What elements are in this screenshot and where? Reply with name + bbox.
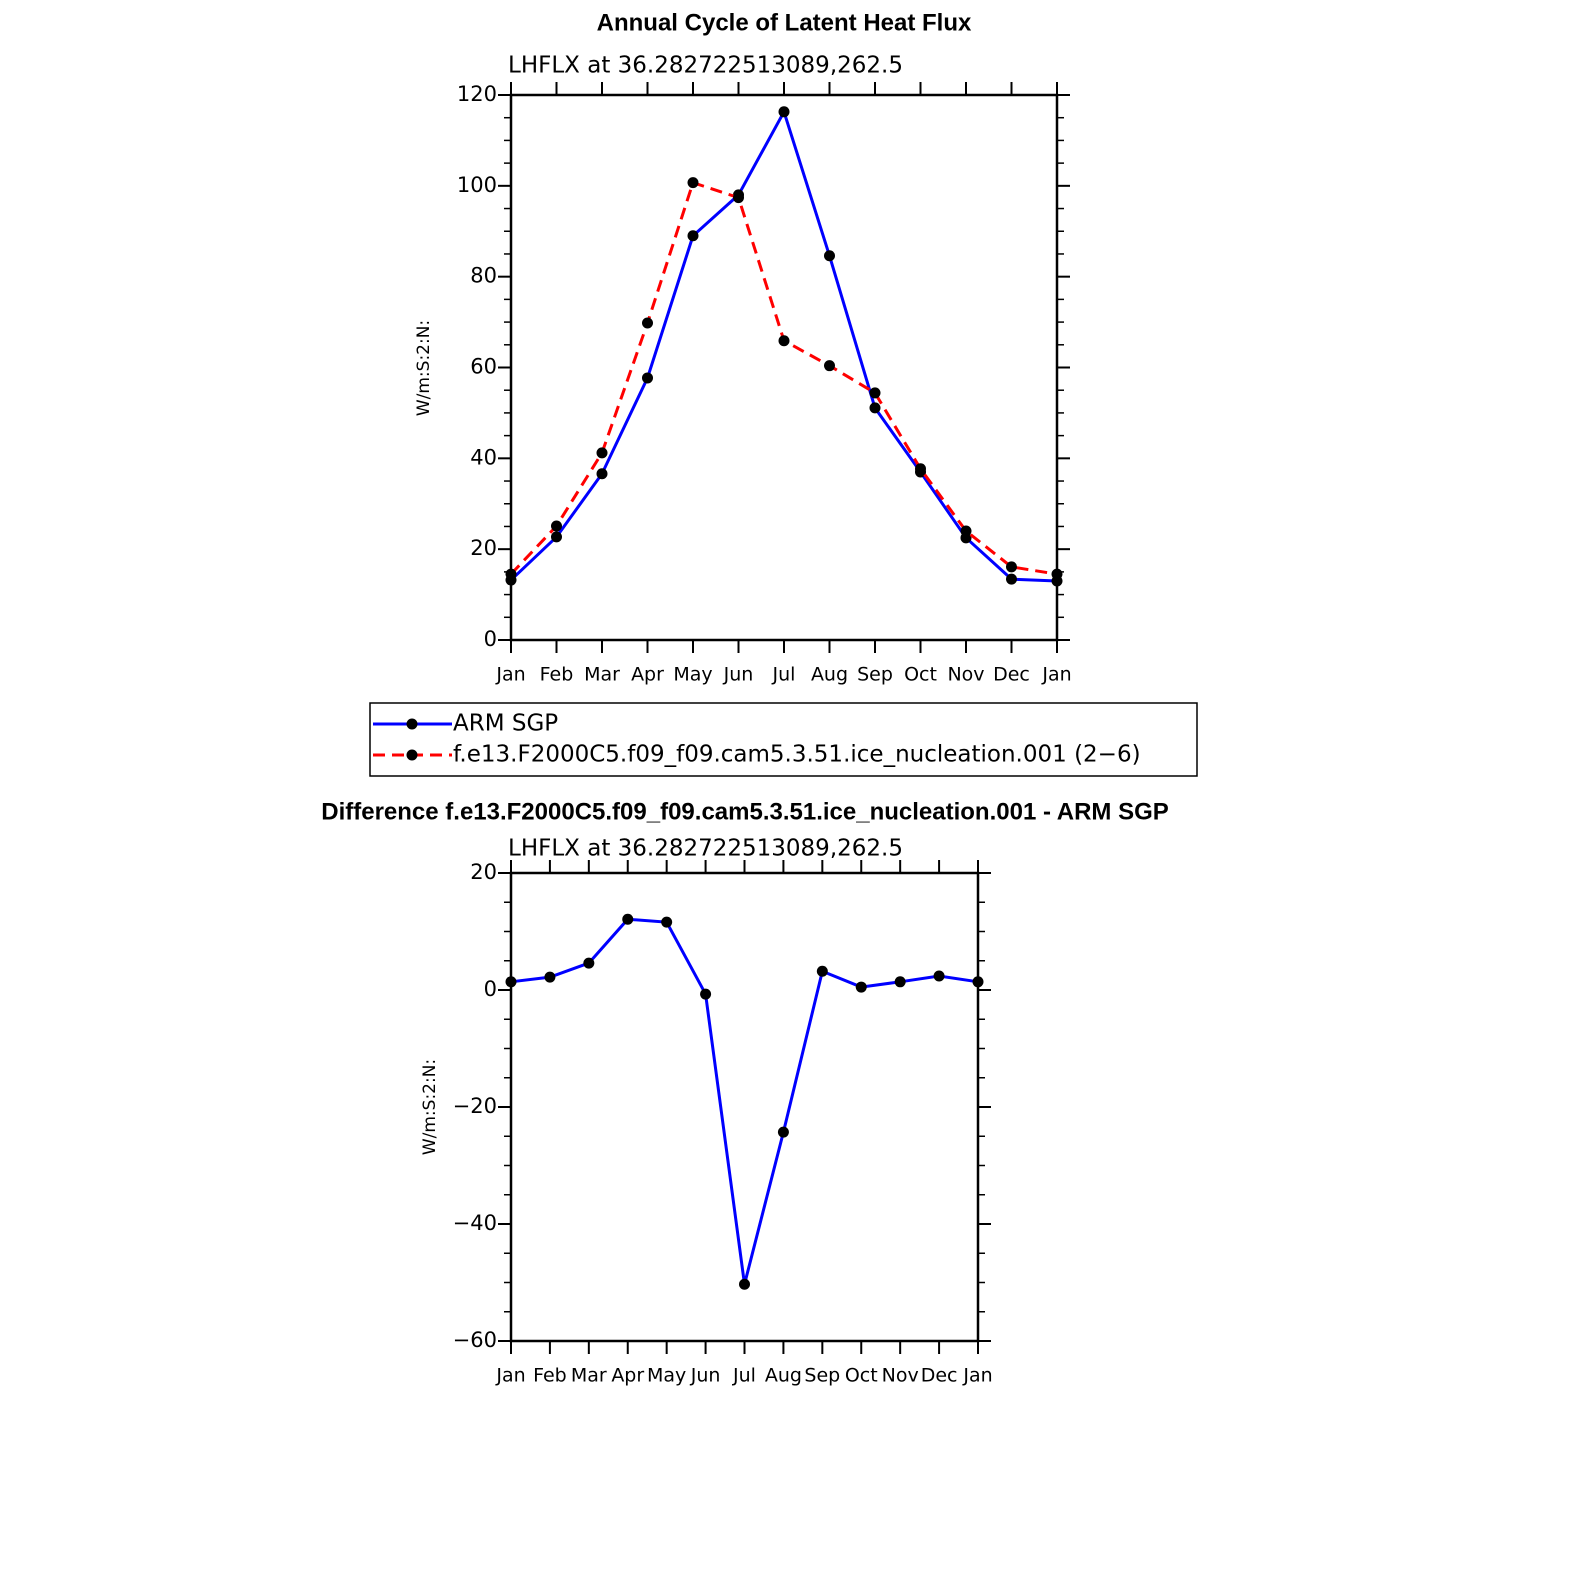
point	[622, 913, 634, 925]
point	[869, 402, 881, 414]
point	[687, 177, 699, 189]
point	[551, 531, 562, 543]
point	[778, 106, 790, 118]
point	[915, 463, 926, 475]
y-tick-label: −20	[453, 1094, 497, 1118]
y-tick-label: −40	[453, 1211, 497, 1235]
x-tick-label: May	[673, 664, 712, 686]
point	[894, 976, 906, 988]
x-tick-label: Jan	[1041, 664, 1071, 686]
y-tick-label: 120	[457, 82, 497, 106]
legend-box	[369, 702, 1198, 777]
point	[1051, 568, 1063, 580]
point	[505, 568, 517, 580]
legend-label: f.e13.F2000C5.f09_f09.cam5.3.51.ice_nucl…	[453, 742, 1141, 768]
x-tick-label: Mar	[584, 664, 620, 686]
x-tick-label: Apr	[631, 664, 664, 686]
point	[1006, 573, 1017, 585]
point	[869, 387, 881, 399]
point	[1006, 561, 1017, 573]
x-tick-label: Nov	[882, 1365, 919, 1387]
y-tick-label: 100	[457, 173, 497, 197]
x-tick-label: Apr	[611, 1365, 644, 1387]
point	[700, 988, 712, 1000]
x-tick-label: Feb	[533, 1365, 567, 1387]
x-tick-label: May	[647, 1365, 686, 1387]
x-tick-label: Jul	[732, 1365, 756, 1387]
x-tick-label: Jul	[772, 664, 796, 686]
point	[596, 468, 608, 480]
x-tick-label: Aug	[811, 664, 848, 686]
x-tick-label: Jan	[495, 664, 525, 686]
point	[816, 965, 828, 977]
point	[583, 957, 595, 969]
y-tick-label: 20	[470, 536, 497, 560]
point	[960, 525, 972, 537]
point	[642, 372, 653, 384]
legend-label: ARM SGP	[453, 711, 558, 737]
y-tick-label: −60	[453, 1328, 497, 1352]
legend-marker	[406, 749, 418, 761]
point	[824, 360, 835, 372]
y-axis-label: W/m:S:2:N:	[414, 320, 434, 416]
point	[642, 317, 653, 329]
point	[824, 250, 835, 262]
x-tick-label: Sep	[857, 664, 893, 686]
x-tick-label: Dec	[921, 1365, 958, 1387]
y-tick-label: 40	[470, 445, 497, 469]
series-line	[510, 917, 979, 1285]
x-tick-label: Jan	[495, 1365, 525, 1387]
point	[687, 230, 699, 242]
y-tick-label: 0	[484, 977, 497, 1001]
x-tick-label: Oct	[845, 1365, 878, 1387]
y-axis-label: W/m:S:2:N:	[420, 1059, 440, 1155]
series-line	[509, 180, 1058, 576]
point	[733, 192, 744, 204]
point	[661, 916, 673, 928]
legend-marker	[406, 718, 418, 730]
point	[739, 1278, 750, 1290]
point	[777, 1126, 789, 1138]
y-tick-label: 0	[484, 627, 497, 651]
x-tick-label: Sep	[804, 1365, 840, 1387]
series-line	[509, 108, 1058, 583]
x-tick-label: Jan	[962, 1365, 992, 1387]
point	[596, 447, 608, 459]
point	[505, 976, 517, 988]
chart-subtitle: LHFLX at 36.282722513089,262.5	[508, 836, 903, 862]
x-tick-label: Nov	[947, 664, 984, 686]
y-tick-label: 60	[470, 355, 497, 379]
x-tick-label: Dec	[993, 664, 1030, 686]
point	[551, 520, 562, 532]
point	[933, 970, 945, 982]
chart-subtitle: LHFLX at 36.282722513089,262.5	[508, 53, 903, 79]
x-tick-label: Mar	[571, 1365, 607, 1387]
x-tick-label: Feb	[540, 664, 574, 686]
chart-title: Difference f.e13.F2000C5.f09_f09.cam5.3.…	[321, 798, 1169, 825]
plot-frame	[509, 93, 1059, 642]
x-tick-label: Aug	[765, 1365, 802, 1387]
point	[544, 971, 556, 983]
plot-frame	[509, 871, 980, 1343]
chart-title: Annual Cycle of Latent Heat Flux	[597, 9, 972, 36]
y-tick-label: 20	[470, 860, 497, 884]
x-tick-label: Jun	[690, 1365, 721, 1387]
point	[778, 335, 790, 347]
x-tick-label: Oct	[904, 664, 937, 686]
point	[855, 981, 867, 993]
point	[972, 976, 984, 988]
y-tick-label: 80	[470, 264, 497, 288]
x-tick-label: Jun	[723, 664, 754, 686]
